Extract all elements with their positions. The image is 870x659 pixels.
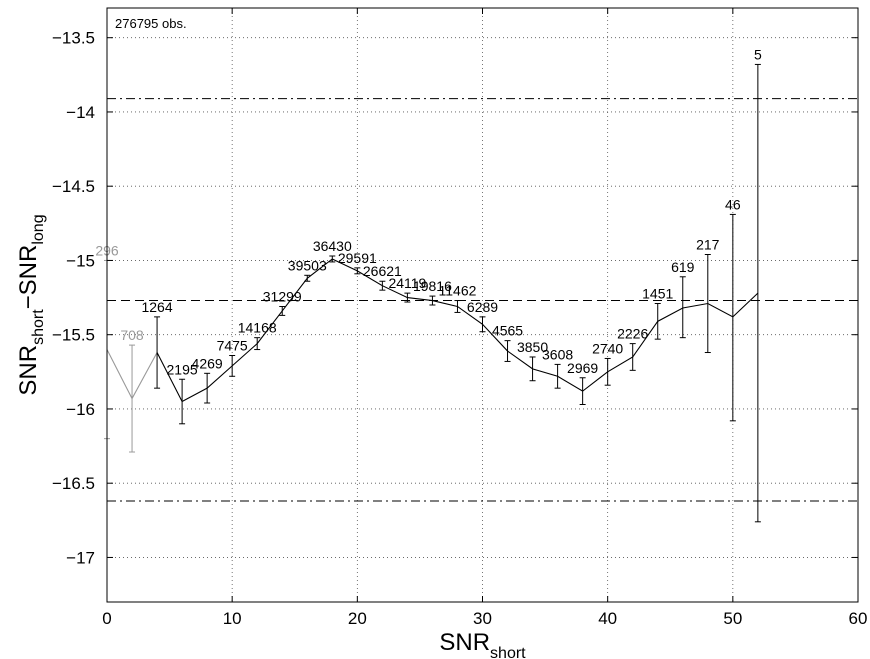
point-count-label: 36430 [313,238,352,254]
x-tick-label: 60 [849,609,868,628]
point-count-label: 1451 [642,286,673,302]
point-count-label: 46 [725,196,741,212]
point-count-label: 7475 [217,337,248,353]
y-tick-label: −15 [66,251,95,270]
point-count-label: 2740 [592,340,623,356]
x-tick-label: 10 [223,609,242,628]
point-count-label: 19816 [413,278,452,294]
x-tick-label: 30 [473,609,492,628]
y-axis-label-mid: −SNR [15,245,42,310]
y-tick-label: −14.5 [52,177,95,196]
point-count-label: 26621 [363,263,402,279]
point-count-label: 4269 [192,355,223,371]
point-labels: 2967081264219542697475141683129939503364… [95,46,762,377]
point-count-label: 3608 [542,346,573,362]
reference-lines [107,98,858,502]
point-count-label: 1264 [141,299,172,315]
x-axis-label: SNRshort [439,629,526,659]
point-count-label: 2226 [617,326,648,342]
x-tick-label: 40 [598,609,617,628]
y-axis-label-main1: SNR [15,345,42,396]
y-tick-label: −13.5 [52,29,95,48]
x-tick-label: 50 [723,609,742,628]
point-count-label: 4565 [492,323,523,339]
point-count-label: 2969 [567,360,598,376]
point-count-label: 5 [754,46,762,62]
point-count-label: 6289 [467,299,498,315]
point-count-label: 39503 [288,257,327,273]
y-axis-label-sub1: short [30,309,47,345]
y-tick-label: −14 [66,103,95,122]
point-count-label: 11462 [439,283,477,299]
y-tick-label: −17 [66,548,95,567]
point-count-label: 708 [120,327,144,343]
y-axis-label-sub2: long [30,214,47,244]
series-group [104,63,761,523]
y-tick-label: −15.5 [52,326,95,345]
axis-ticks: 0 10 20 30 40 50 60 −13.5 −14 −14.5 −15 −15.5 −16 −16… [52,8,867,628]
x-axis-label-sub: short [490,645,526,659]
x-tick-label: 20 [348,609,367,628]
point-count-label: 619 [671,259,695,275]
observation-count-annotation: 276795 obs. [115,16,187,31]
point-count-label: 31299 [263,288,302,304]
point-count-label: 14168 [238,320,277,336]
y-tick-label: −16.5 [52,474,95,493]
y-axis-label: SNRshort−SNRlong [15,214,47,395]
point-count-label: 2195 [167,361,198,377]
point-count-label: 217 [696,237,720,253]
point-count-label: 24119 [388,275,426,291]
y-tick-label: −16 [66,400,95,419]
x-axis-label-main: SNR [439,629,490,656]
point-count-label: 3850 [517,339,548,355]
point-count-label: 29591 [338,250,377,266]
x-tick-label: 0 [102,609,111,628]
